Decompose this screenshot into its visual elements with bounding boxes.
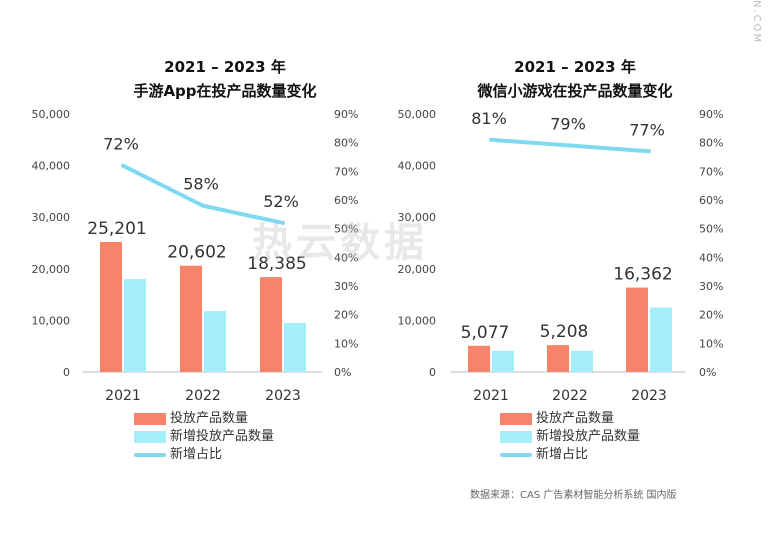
y-left-tick-label: 10,000: [398, 314, 437, 327]
y-right-tick-label: 0%: [334, 366, 351, 379]
y-right-tick-label: 20%: [334, 309, 358, 322]
legend-swatch-line: [500, 453, 532, 457]
x-tick-label: 2023: [265, 388, 301, 404]
legend-label: 新增投放产品数量: [170, 429, 275, 444]
bar-new: [204, 311, 226, 372]
line-data-label: 81%: [471, 109, 507, 128]
y-right-tick-label: 40%: [699, 251, 723, 264]
y-right-tick-label: 90%: [334, 108, 358, 121]
y-left-tick-label: 50,000: [32, 108, 71, 121]
y-left-tick-label: 50,000: [398, 108, 437, 121]
legend-label: 投放产品数量: [170, 411, 249, 426]
bar-new: [571, 350, 593, 372]
chart-1-title-line1: 2021 – 2023 年: [164, 58, 286, 76]
bar-data-label: 5,077: [461, 323, 510, 343]
x-tick-label: 2023: [631, 388, 667, 404]
bar-data-label: 16,362: [613, 265, 672, 285]
legend-swatch-line: [134, 453, 166, 457]
y-left-tick-label: 20,000: [32, 263, 71, 276]
line-data-label: 52%: [263, 192, 299, 211]
line-data-label: 77%: [629, 120, 665, 139]
y-right-tick-label: 60%: [334, 194, 358, 207]
x-tick-label: 2021: [105, 388, 141, 404]
legend-label: 新增投放产品数量: [536, 429, 641, 444]
bar-total: [180, 265, 202, 372]
line-data-label: 58%: [183, 175, 219, 194]
source-note: 数据来源：CAS 广告素材智能分析系统 国内版: [470, 490, 677, 501]
y-left-tick-label: 30,000: [398, 211, 437, 224]
bar-data-label: 20,602: [167, 243, 226, 263]
bar-new: [124, 279, 146, 372]
y-left-tick-label: 10,000: [32, 314, 71, 327]
y-right-tick-label: 10%: [699, 337, 723, 350]
legend-label: 新增占比: [536, 447, 589, 462]
y-right-tick-label: 0%: [699, 366, 716, 379]
bar-total: [100, 241, 122, 372]
legend-swatch-bar: [134, 413, 166, 425]
x-tick-label: 2022: [552, 388, 588, 404]
bar-total: [468, 345, 490, 372]
chart-2-title-line1: 2021 – 2023 年: [514, 58, 636, 76]
line-data-label: 72%: [103, 135, 139, 154]
y-right-tick-label: 90%: [699, 108, 723, 121]
y-right-tick-label: 80%: [334, 137, 358, 150]
y-left-tick-label: 40,000: [32, 160, 71, 173]
y-left-tick-label: 40,000: [398, 160, 437, 173]
y-right-tick-label: 40%: [334, 251, 358, 264]
side-brand-text: N.COM: [751, 0, 762, 45]
chart-1-plot: 0 10,000 20,000 30,000 40,000 50,000 0% 10% 20% 3…: [32, 108, 359, 404]
bar-new: [492, 350, 514, 372]
bar-total: [547, 345, 569, 372]
bar-new: [650, 307, 672, 372]
legend-swatch-bar-new: [134, 431, 166, 443]
legend-swatch-bar: [500, 413, 532, 425]
bar-new: [284, 322, 306, 372]
y-right-tick-label: 30%: [334, 280, 358, 293]
bar-total: [626, 287, 648, 372]
line-data-label: 79%: [550, 115, 586, 134]
y-right-tick-label: 60%: [699, 194, 723, 207]
y-right-tick-label: 70%: [699, 165, 723, 178]
legend-label: 新增占比: [170, 447, 223, 462]
bar-total: [260, 277, 282, 372]
chart-1-title-line2: 手游App在投产品数量变化: [133, 82, 317, 100]
y-right-tick-label: 50%: [699, 223, 723, 236]
y-right-tick-label: 20%: [699, 309, 723, 322]
bar-data-label: 25,201: [87, 219, 146, 239]
y-right-tick-label: 80%: [699, 137, 723, 150]
x-tick-label: 2022: [185, 388, 221, 404]
x-tick-label: 2021: [473, 388, 509, 404]
y-left-tick-label: 30,000: [32, 211, 71, 224]
y-left-tick-label: 0: [63, 366, 70, 379]
watermark: 热云数据: [252, 220, 428, 266]
y-left-tick-label: 0: [429, 366, 436, 379]
bar-data-label: 18,385: [247, 254, 306, 274]
legend-swatch-bar-new: [500, 431, 532, 443]
y-right-tick-label: 30%: [699, 280, 723, 293]
legend-label: 投放产品数量: [536, 411, 615, 426]
y-right-tick-label: 70%: [334, 165, 358, 178]
y-left-tick-label: 20,000: [398, 263, 437, 276]
chart-2-title-line2: 微信小游戏在投产品数量变化: [477, 82, 673, 100]
y-right-tick-label: 50%: [334, 223, 358, 236]
bar-data-label: 5,208: [540, 322, 589, 342]
y-right-tick-label: 10%: [334, 337, 358, 350]
chart-2-plot: 0 10,000 20,000 30,000 40,000 50,000 0% 10% 20% 3…: [398, 108, 724, 404]
